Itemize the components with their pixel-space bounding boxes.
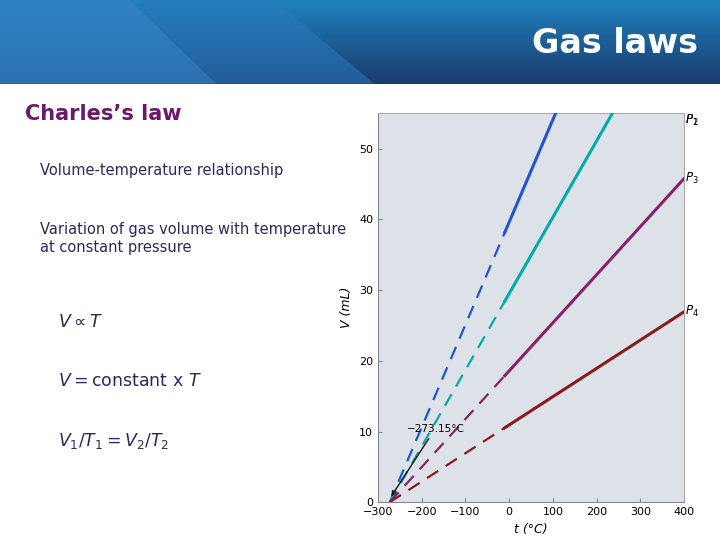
Bar — [0, 5, 720, 6]
X-axis label: t (°C): t (°C) — [514, 523, 548, 536]
Bar — [0, 79, 720, 80]
Bar — [0, 49, 720, 50]
Text: $P_2$: $P_2$ — [685, 113, 699, 128]
Bar — [0, 53, 720, 55]
Bar — [0, 40, 720, 42]
Bar — [0, 0, 720, 2]
Bar — [0, 33, 720, 35]
Bar — [0, 10, 720, 12]
Bar — [0, 52, 720, 53]
Bar — [0, 44, 720, 45]
Bar — [0, 37, 720, 38]
Bar — [0, 70, 720, 72]
Polygon shape — [0, 0, 216, 84]
Bar — [0, 22, 720, 23]
Bar — [0, 73, 720, 75]
Text: Variation of gas volume with temperature
at constant pressure: Variation of gas volume with temperature… — [40, 222, 346, 254]
Bar — [0, 45, 720, 47]
Bar — [0, 62, 720, 64]
Bar — [0, 80, 720, 82]
Bar — [0, 82, 720, 84]
Bar — [0, 77, 720, 79]
Bar — [0, 20, 720, 22]
Bar — [0, 18, 720, 20]
Bar — [0, 38, 720, 40]
Text: $V_1/T_1 = V_2/T_2$: $V_1/T_1 = V_2/T_2$ — [58, 431, 169, 451]
Bar — [0, 67, 720, 69]
Text: −273.15°C: −273.15°C — [392, 423, 464, 495]
Text: $P_1$: $P_1$ — [685, 113, 699, 128]
Bar — [0, 60, 720, 62]
Bar — [0, 29, 720, 30]
Polygon shape — [0, 0, 374, 84]
Bar — [0, 65, 720, 67]
Text: $V \propto T$: $V \propto T$ — [58, 313, 102, 331]
Bar — [0, 8, 720, 10]
Bar — [0, 35, 720, 37]
Text: Gas laws: Gas laws — [532, 27, 698, 60]
Bar — [0, 15, 720, 17]
Bar — [0, 59, 720, 60]
Text: $P_3$: $P_3$ — [685, 171, 699, 186]
Bar — [0, 57, 720, 58]
Bar — [0, 6, 720, 8]
Bar — [0, 2, 720, 3]
Bar — [0, 17, 720, 18]
Bar — [0, 23, 720, 25]
Bar — [0, 14, 720, 15]
Y-axis label: V (mL): V (mL) — [341, 287, 354, 328]
Bar — [0, 75, 720, 77]
Text: Volume-temperature relationship: Volume-temperature relationship — [40, 163, 283, 178]
Bar — [0, 42, 720, 44]
Bar — [0, 12, 720, 14]
Bar — [0, 69, 720, 70]
Bar — [0, 64, 720, 65]
Bar — [0, 55, 720, 57]
Bar — [0, 72, 720, 73]
Text: $P_4$: $P_4$ — [685, 305, 699, 319]
Bar — [0, 3, 720, 5]
Bar — [0, 32, 720, 33]
Bar — [0, 30, 720, 32]
Bar — [0, 25, 720, 27]
Text: Charles’s law: Charles’s law — [25, 104, 181, 124]
Bar — [0, 27, 720, 29]
Bar — [0, 50, 720, 52]
Text: $V = \mathrm{constant\ x}\ T$: $V = \mathrm{constant\ x}\ T$ — [58, 372, 202, 390]
Bar — [0, 47, 720, 49]
